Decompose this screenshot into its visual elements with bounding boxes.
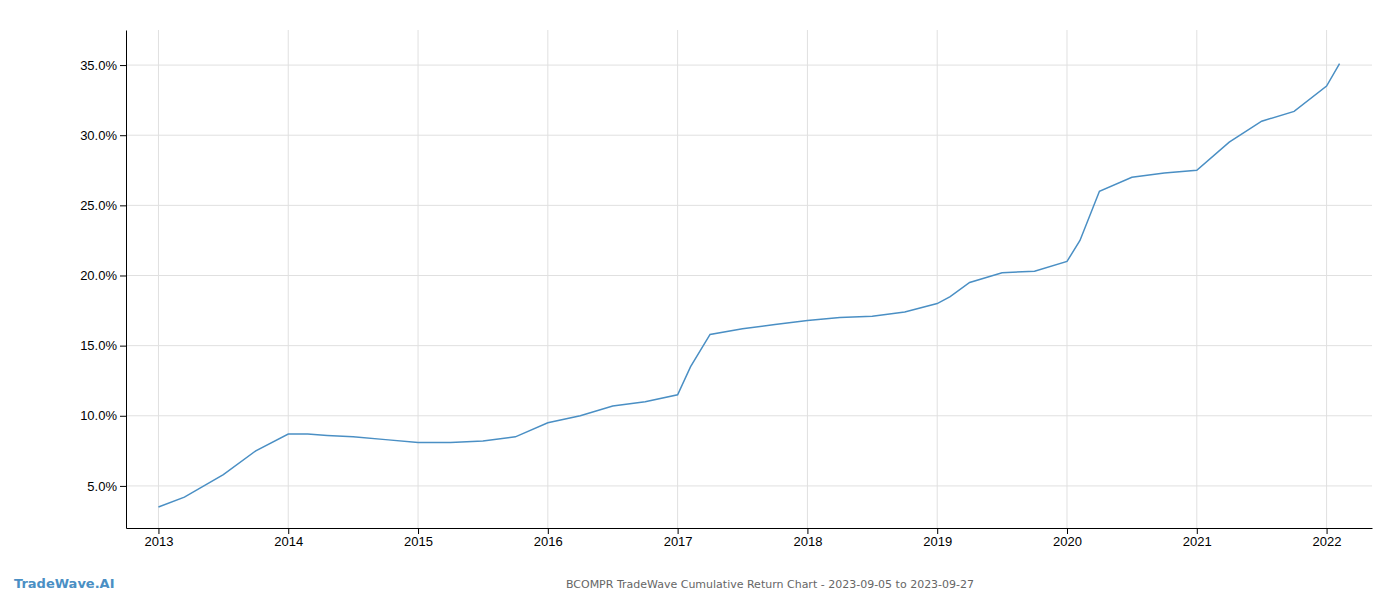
x-tick-mark [1327, 528, 1328, 534]
grid-line-x [288, 30, 289, 528]
grid-line-y [126, 205, 1372, 206]
x-tick: 2020 [1053, 528, 1082, 549]
y-tick-mark [120, 346, 126, 347]
x-tick-label: 2022 [1313, 534, 1342, 549]
y-tick: 10.0% [80, 408, 126, 423]
y-tick: 5.0% [87, 479, 126, 494]
grid-line-x [1326, 30, 1327, 528]
x-tick: 2015 [404, 528, 433, 549]
y-tick-mark [120, 135, 126, 136]
grid-line-y [126, 345, 1372, 346]
y-tick-label: 10.0% [80, 408, 117, 423]
x-tick-mark [678, 528, 679, 534]
chart: 2013 2014 2015 2016 2017 2018 2019 2020 2021 2022… [0, 0, 1400, 600]
y-tick: 15.0% [80, 338, 126, 353]
grid-line-x [1196, 30, 1197, 528]
x-tick-label: 2016 [534, 534, 563, 549]
x-tick-label: 2020 [1053, 534, 1082, 549]
x-tick-mark [1197, 528, 1198, 534]
x-tick-mark [548, 528, 549, 534]
x-tick-mark [288, 528, 289, 534]
y-tick-mark [120, 275, 126, 276]
grid-line-y [126, 65, 1372, 66]
y-axis-line [126, 31, 127, 529]
grid-line-y [126, 135, 1372, 136]
grid-line-y [126, 485, 1372, 486]
y-tick-label: 35.0% [80, 58, 117, 73]
grid-line-y [126, 275, 1372, 276]
x-tick-mark [937, 528, 938, 534]
y-tick: 25.0% [80, 198, 126, 213]
grid-line-x [547, 30, 548, 528]
grid-line-y [126, 415, 1372, 416]
grid-line-x [677, 30, 678, 528]
x-tick-label: 2017 [664, 534, 693, 549]
x-tick: 2021 [1183, 528, 1212, 549]
x-axis-line [127, 528, 1373, 529]
watermark: TradeWave.AI [14, 576, 115, 591]
x-tick-label: 2014 [274, 534, 303, 549]
x-tick-label: 2015 [404, 534, 433, 549]
x-tick: 2018 [793, 528, 822, 549]
x-axis: 2013 2014 2015 2016 2017 2018 2019 2020 2021 2022 [127, 528, 1373, 549]
y-tick-label: 30.0% [80, 128, 117, 143]
grid-line-x [807, 30, 808, 528]
y-tick-label: 20.0% [80, 268, 117, 283]
x-tick: 2016 [534, 528, 563, 549]
x-tick: 2017 [664, 528, 693, 549]
grid [126, 30, 1372, 528]
x-tick-label: 2021 [1183, 534, 1212, 549]
x-tick-mark [1067, 528, 1068, 534]
x-tick-mark [807, 528, 808, 534]
y-tick-mark [120, 65, 126, 66]
y-tick-label: 25.0% [80, 198, 117, 213]
x-tick-mark [418, 528, 419, 534]
x-tick: 2019 [923, 528, 952, 549]
title: BCOMPR TradeWave Cumulative Return Chart… [566, 578, 974, 591]
line [158, 64, 1339, 507]
grid-line-x [1066, 30, 1067, 528]
y-axis: 5.0% 10.0% 15.0% 20.0% 25.0% 30.0% 35.0% [80, 31, 126, 529]
x-tick: 2022 [1313, 528, 1342, 549]
x-tick-label: 2018 [793, 534, 822, 549]
x-tick-label: 2019 [923, 534, 952, 549]
y-tick-label: 15.0% [80, 338, 117, 353]
y-tick-mark [120, 205, 126, 206]
y-tick: 30.0% [80, 128, 126, 143]
grid-line-x [158, 30, 159, 528]
x-tick: 2014 [274, 528, 303, 549]
y-tick-mark [120, 486, 126, 487]
grid-line-x [937, 30, 938, 528]
y-tick: 20.0% [80, 268, 126, 283]
y-tick-label: 5.0% [87, 479, 117, 494]
plot-area [158, 64, 1339, 507]
grid-line-x [418, 30, 419, 528]
x-tick-label: 2013 [144, 534, 173, 549]
x-tick-mark [158, 528, 159, 534]
y-tick: 35.0% [80, 58, 126, 73]
y-tick-mark [120, 416, 126, 417]
x-tick: 2013 [144, 528, 173, 549]
